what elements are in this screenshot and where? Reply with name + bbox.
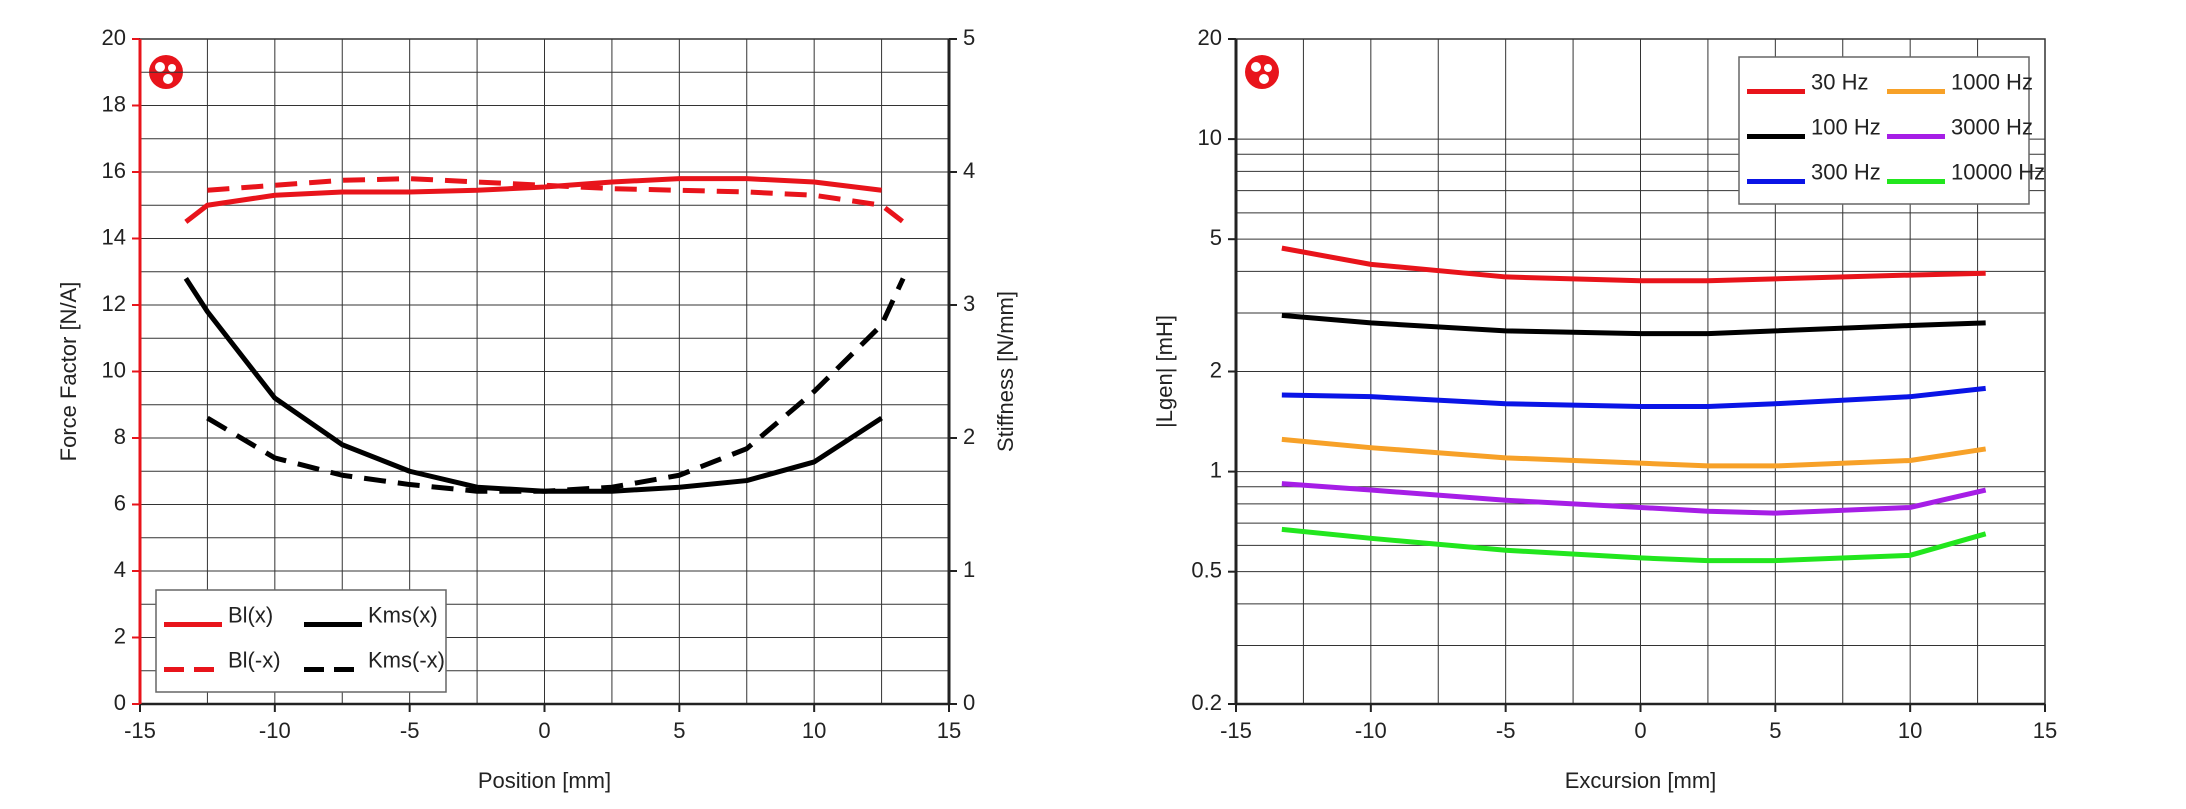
y-tick-label: 6 [114,490,126,515]
y-tick-label: 0.2 [1191,690,1222,715]
legend-label: 30 Hz [1811,69,1868,94]
y-tick-label: 12 [102,291,126,316]
y2-tick-label: 4 [963,158,975,183]
legend: 30 Hz 100 Hz 300 Hz 1000 Hz 3000 Hz 10000 Hz [1738,56,2045,205]
legend-label: 10000 Hz [1951,159,2045,184]
series-line [207,176,905,224]
series-line [1281,481,1987,516]
y-tick-label: 18 [102,91,126,116]
y-tick-label: 20 [1198,25,1222,50]
x-tick-label: 15 [2033,718,2057,743]
y-tick-label: 5 [1210,225,1222,250]
series-line [206,277,906,494]
y-axis-label: |Lgen| [mH] [1152,315,1177,428]
x-tick-label: 10 [802,718,826,743]
y-tick-label: 2 [114,623,126,648]
x-tick-label: 5 [1769,718,1781,743]
x-tick-label: 10 [1898,718,1922,743]
legend-box [1738,56,2030,205]
x-tick-label: -15 [1220,718,1252,743]
y-tick-label: 20 [102,25,126,50]
series-line [1281,245,1986,284]
legend-box [155,589,447,693]
y-tick-label: 16 [102,158,126,183]
legend-label: Kms(x) [368,602,438,627]
legend-label: 300 Hz [1811,159,1881,184]
legend-label: 1000 Hz [1951,69,2033,94]
y-axis-label: Force Factor [N/A] [56,282,81,462]
x-tick-label: -10 [1355,718,1387,743]
y-tick-label: 4 [114,557,126,582]
series-line [184,176,882,224]
y-tick-label: 0.5 [1191,557,1222,582]
legend-label: Bl(-x) [228,647,281,672]
y-tick-label: 1 [1210,457,1222,482]
y2-axis-label: Stiffness [N/mm] [993,291,1018,452]
series-line [1281,526,1987,564]
x-tick-label: -5 [400,718,420,743]
y2-tick-label: 1 [963,557,975,582]
x-tick-label: 15 [937,718,961,743]
x-axis-label: Position [mm] [478,768,611,793]
legend: Bl(x) Bl(-x) Kms(x) Kms(-x) [155,589,447,693]
series-line [183,277,883,494]
y2-tick-label: 2 [963,424,975,449]
x-axis-label: Excursion [mm] [1565,768,1717,793]
series-line [1281,312,1986,337]
plot: -15 -10 -5 0 5 10 1502468101214161820012345Sti… [56,25,1018,793]
x-tick-label: 0 [538,718,550,743]
series-line [1281,436,1987,469]
plot: -15 -10 -5 0 5 10 15 0.2 0.5 1 2 5 10 20 Excursion [mm… [1152,25,2057,793]
logo-right [1245,55,1279,89]
y2-tick-label: 5 [963,25,975,50]
legend-label: Kms(-x) [368,647,445,672]
x-tick-label: 5 [673,718,685,743]
y-tick-label: 8 [114,424,126,449]
y2-tick-label: 0 [963,690,975,715]
y2-tick-label: 3 [963,291,975,316]
series-line [1281,385,1986,409]
legend-label: 3000 Hz [1951,114,2033,139]
legend-label: 100 Hz [1811,114,1881,139]
y-tick-label: 10 [102,357,126,382]
y-tick-label: 2 [1210,357,1222,382]
y-tick-label: 14 [102,224,126,249]
y-tick-label: 0 [114,690,126,715]
x-tick-label: 0 [1634,718,1646,743]
y-tick-label: 10 [1198,125,1222,150]
x-tick-label: -15 [124,718,156,743]
x-tick-label: -5 [1496,718,1516,743]
legend-label: Bl(x) [228,602,273,627]
x-tick-label: -10 [259,718,291,743]
